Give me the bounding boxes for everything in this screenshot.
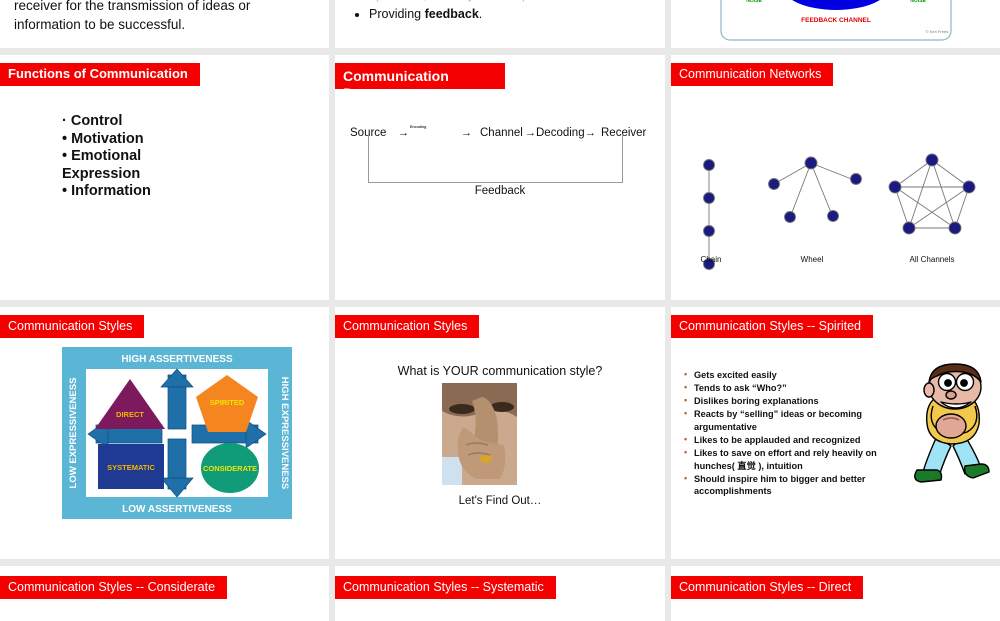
communication-noise-diagram: EXTERNAL NOISE EXTERNAL NOISE FEEDBACK C…	[720, 0, 952, 41]
slide-thumbnail-styles-spirited[interactable]: Communication Styles -- Spirited Gets ex…	[671, 307, 1000, 559]
axis-label-left: LOW EXPRESSIVENESS	[68, 378, 79, 489]
question-caption: Let's Find Out…	[458, 495, 542, 507]
slide-thumbnail-styles-considerate[interactable]: Communication Styles -- Considerate	[0, 566, 329, 621]
bullet-bold-word: feedback	[424, 7, 479, 21]
excited-cartoon-man-illustration	[914, 363, 990, 483]
slide-thumbnail-styles-direct[interactable]: Communication Styles -- Direct	[671, 566, 1000, 621]
functions-list: · Control • Motivation • Emotional Expre…	[62, 113, 151, 201]
bullet-item: Likes to save on effort and rely heavily…	[683, 446, 915, 472]
text-line-1: receiver for the transmission of ideas o…	[14, 0, 251, 13]
title-line-2: Process	[343, 85, 398, 101]
arrow-3: →	[525, 127, 536, 139]
slide-title-banner: Functions of Communication	[0, 63, 200, 86]
bullet-item: Gets excited easily	[683, 368, 915, 382]
function-item-emotional: • Emotional	[62, 148, 142, 164]
shape-label-considerate: CONSIDERATE	[203, 464, 257, 473]
communication-process-diagram: Source → Encoding → Channel → Decoding →…	[335, 123, 665, 143]
process-node-source: Source	[350, 127, 387, 139]
spirited-bullet-list: Gets excited easily Tends to ask “Who?” …	[683, 368, 915, 498]
bullet-suffix: .	[478, 7, 483, 21]
slide-title-banner: Communication Styles	[335, 315, 480, 338]
arrow-4: →	[585, 127, 596, 139]
slide-thumbnail-partial-feedback[interactable]: openness, honesty and cooperation. Provi…	[335, 0, 665, 48]
clipped-bullet: openness, honesty and cooperation.	[369, 0, 657, 5]
slide-title-banner: Communication Process	[335, 63, 505, 101]
network-caption-all-channels: All Channels	[909, 255, 955, 264]
svg-text:NOISE: NOISE	[910, 0, 926, 4]
slide-title-banner: Communication Networks	[671, 63, 834, 86]
arrow-1: →	[398, 127, 409, 139]
shape-label-systematic: SYSTEMATIC	[107, 463, 155, 472]
bullet-feedback: Providing feedback.	[369, 5, 657, 24]
slide-title-banner: Communication Styles	[0, 315, 145, 338]
axis-top-bar	[86, 347, 268, 369]
slide-title-banner: Communication Styles -- Direct	[671, 576, 864, 599]
network-wheel	[768, 156, 862, 223]
axis-right-bar	[268, 347, 292, 519]
function-item-control: · Control	[62, 113, 123, 129]
axis-label-top: HIGH ASSERTIVENESS	[121, 354, 233, 365]
process-node-decoding: Decoding	[536, 127, 585, 139]
slide-body-bullets: openness, honesty and cooperation. Provi…	[355, 0, 657, 24]
slide-body-text: receiver for the transmission of ideas o…	[14, 0, 319, 34]
network-all-channels	[888, 153, 976, 235]
feedback-channel-label: FEEDBACK CHANNEL	[801, 17, 871, 24]
slide-thumbnail-styles-systematic[interactable]: Communication Styles -- Systematic	[335, 566, 665, 621]
feedback-loop-line	[368, 134, 623, 183]
question-headline: What is YOUR communication style?	[397, 364, 603, 378]
process-node-receiver: Receiver	[601, 127, 647, 139]
slide-thumbnail-partial-noise-diagram[interactable]: EXTERNAL NOISE EXTERNAL NOISE FEEDBACK C…	[671, 0, 1000, 48]
text-line-2: information to be successful.	[14, 17, 186, 32]
slide-thumbnail-process[interactable]: Communication Process Source → Encoding …	[335, 55, 665, 300]
shape-label-spirited: SPIRITED	[210, 398, 245, 407]
axis-left-bar	[62, 347, 86, 519]
slide-title-banner: Communication Styles -- Systematic	[335, 576, 556, 599]
feedback-label: Feedback	[474, 185, 526, 197]
bullet-item: Likes to be applauded and recognized	[683, 433, 915, 447]
styles-quadrant-image: HIGH ASSERTIVENESS LOW ASSERTIVENESS LOW…	[62, 347, 292, 524]
slide-title-banner: Communication Styles -- Spirited	[671, 315, 874, 338]
slide-title-banner: Communication Styles -- Considerate	[0, 576, 228, 599]
shape-label-direct: DIRECT	[116, 410, 144, 419]
bullet-item: Dislikes boring explanations	[683, 394, 915, 408]
network-caption-chain: Chain	[700, 255, 722, 264]
bullet-item: Reacts by “selling” ideas or becoming ar…	[683, 407, 915, 433]
title-line-1: Communication	[343, 68, 449, 84]
svg-text:NOISE: NOISE	[746, 0, 762, 4]
slide-thumbnail-partial-transmission[interactable]: receiver for the transmission of ideas o…	[0, 0, 329, 48]
function-item-expression: Expression	[62, 165, 141, 182]
image-credit: © Ken Freed	[926, 29, 949, 34]
slide-thumbnail-styles-quadrant[interactable]: Communication Styles HIGH ASSERTIVENESS …	[0, 307, 329, 559]
slide-thumbnail-functions[interactable]: Functions of Communication · Control • M…	[0, 55, 329, 300]
shape-considerate	[201, 443, 259, 493]
slide-thumbnail-networks[interactable]: Communication Networks	[671, 55, 1000, 300]
shape-direct	[95, 379, 165, 429]
process-node-encoding: Encoding	[410, 125, 427, 129]
axis-label-bottom: LOW ASSERTIVENESS	[122, 504, 232, 515]
pointing-finger-photo	[442, 383, 517, 485]
network-chain	[703, 159, 715, 270]
slide-thumbnail-styles-question[interactable]: Communication Styles What is YOUR commun…	[335, 307, 665, 559]
slide-thumbnail-grid: receiver for the transmission of ideas o…	[0, 0, 1000, 600]
bullet-prefix: Providing	[369, 7, 425, 21]
axis-bottom-bar	[86, 497, 268, 519]
communication-networks-diagram	[703, 153, 976, 270]
axis-label-right: HIGH EXPRESSIVENESS	[279, 377, 290, 489]
shape-systematic	[98, 444, 164, 489]
shape-spirited	[196, 375, 258, 432]
arrow-2: →	[461, 127, 472, 139]
bullet-item: Should inspire him to bigger and better …	[683, 472, 915, 498]
function-item-information: • Information	[62, 183, 151, 199]
process-node-channel: Channel	[480, 127, 523, 139]
bullet-item: Tends to ask “Who?”	[683, 381, 915, 395]
network-caption-wheel: Wheel	[800, 255, 824, 264]
function-item-motivation: • Motivation	[62, 130, 144, 147]
